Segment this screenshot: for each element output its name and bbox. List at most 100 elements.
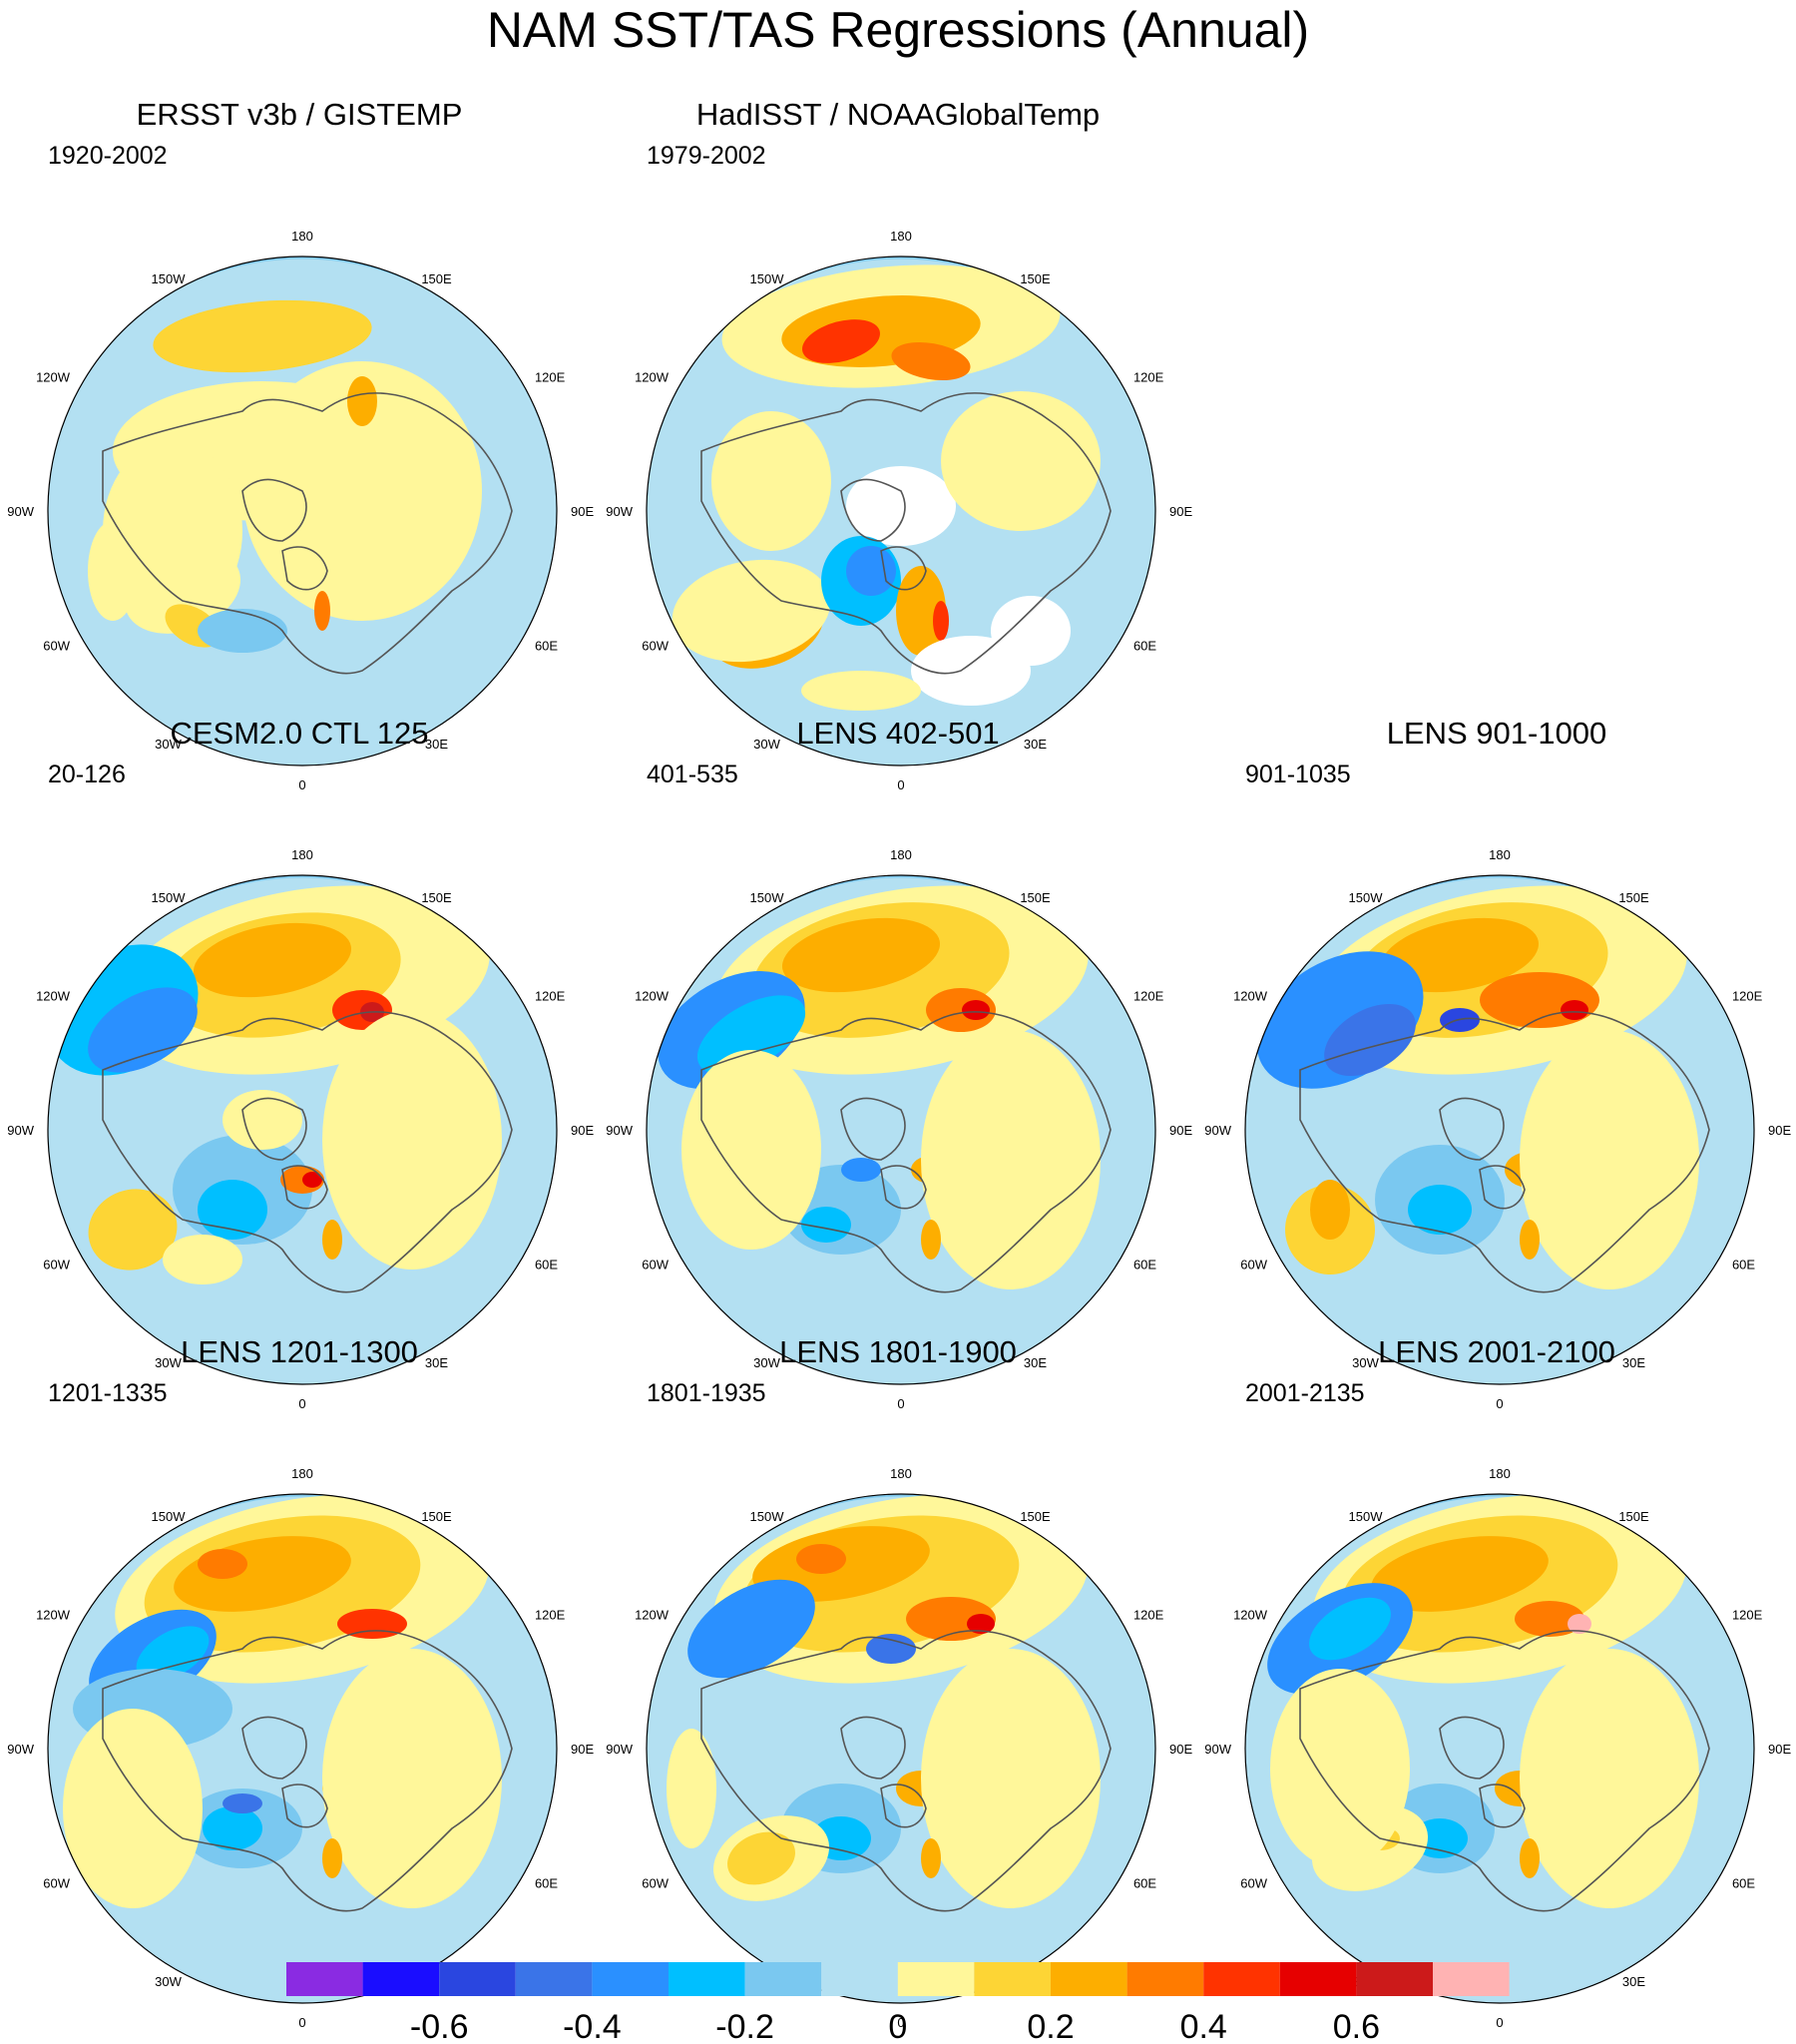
- longitude-label: 120W: [36, 989, 71, 1004]
- panel-period: 401-535: [647, 761, 738, 788]
- longitude-label: 180: [291, 229, 313, 244]
- longitude-label: 60W: [642, 1258, 669, 1273]
- panel-period: 2001-2135: [1245, 1379, 1365, 1407]
- panel-period: 1979-2002: [647, 142, 766, 170]
- longitude-label: 90W: [7, 504, 34, 519]
- panel-title: LENS 2001-2100: [1378, 1334, 1615, 1369]
- map-contour-region: [802, 319, 880, 363]
- map-contour-region: [801, 671, 921, 711]
- longitude-label: 0: [298, 2015, 305, 2030]
- coastline: [241, 1097, 307, 1161]
- longitude-label: 120W: [36, 370, 71, 385]
- longitude-label: 180: [291, 847, 313, 862]
- map-contour-region: [896, 566, 946, 656]
- map-contour-region: [314, 591, 330, 631]
- longitude-label: 90E: [571, 504, 594, 519]
- coastline: [1439, 1097, 1505, 1161]
- map-contour-region: [1270, 1669, 1410, 1868]
- panel-period: 1801-1935: [647, 1379, 766, 1407]
- longitude-label: 60E: [1133, 1258, 1156, 1273]
- longitude-label: 60E: [535, 639, 558, 654]
- longitude-label: 150E: [1020, 271, 1051, 286]
- map-contour-region: [347, 376, 377, 426]
- panel-period: 1201-1335: [48, 1379, 168, 1407]
- coastline: [281, 1165, 328, 1210]
- longitude-label: 90E: [1169, 504, 1192, 519]
- longitude-label: 90E: [1768, 1123, 1791, 1138]
- longitude-label: 30E: [1024, 1974, 1047, 1989]
- longitude-label: 30W: [1352, 1974, 1379, 1989]
- longitude-label: 90W: [1204, 1742, 1231, 1757]
- longitude-label: 180: [890, 847, 912, 862]
- map-border: [646, 1493, 1156, 2004]
- longitude-label: 150E: [1020, 890, 1051, 905]
- coastline: [700, 1630, 1112, 1912]
- coastline: [1299, 1630, 1710, 1912]
- coastline: [1479, 1165, 1526, 1210]
- longitude-label: 180: [890, 229, 912, 244]
- coastline: [281, 1784, 328, 1828]
- main-title: NAM SST/TAS Regressions (Annual): [486, 2, 1310, 58]
- longitude-label: 30E: [1622, 1355, 1645, 1370]
- map-contour-region: [223, 1793, 262, 1813]
- map-contour-region: [193, 922, 352, 998]
- coastline: [880, 1784, 927, 1828]
- longitude-label: 90E: [1768, 1742, 1791, 1757]
- map-contour-region: [891, 341, 971, 381]
- coastline: [241, 1716, 307, 1780]
- longitude-label: 60W: [43, 639, 70, 654]
- longitude-label: 60E: [535, 1258, 558, 1273]
- longitude-label: 90W: [7, 1742, 34, 1757]
- map-contour-region: [672, 559, 831, 663]
- map-contour-region: [88, 987, 198, 1073]
- longitude-label: 60W: [43, 1876, 70, 1891]
- panel-title: LENS 901-1000: [1386, 716, 1607, 751]
- polar-map: 180 150E 120E 90E 60E 30E 0 30W 60W 90W 120W 150W: [606, 229, 1192, 792]
- longitude-label: 150E: [421, 1509, 452, 1524]
- longitude-label: 180: [291, 1466, 313, 1481]
- coastline: [1299, 1011, 1710, 1293]
- coastline: [1479, 1784, 1526, 1828]
- panel-period: 901-1035: [1245, 761, 1351, 788]
- longitude-label: 90W: [606, 1742, 633, 1757]
- coastline: [880, 1165, 927, 1210]
- longitude-label: 120E: [1133, 1608, 1164, 1623]
- longitude-label: 30E: [425, 1355, 448, 1370]
- longitude-label: 0: [298, 1396, 305, 1411]
- map-contour-region: [63, 1709, 203, 1908]
- map-contour-region: [163, 1235, 242, 1284]
- longitude-label: 120E: [535, 1608, 566, 1623]
- map-contour-region: [1520, 1030, 1699, 1289]
- map-contour-region: [846, 546, 896, 596]
- longitude-label: 0: [1496, 2015, 1503, 2030]
- longitude-label: 150E: [421, 890, 452, 905]
- map-contour-region: [1324, 1003, 1416, 1077]
- longitude-label: 180: [1489, 1466, 1511, 1481]
- longitude-label: 150E: [1020, 1509, 1051, 1524]
- longitude-label: 60E: [1732, 1258, 1755, 1273]
- map-border: [47, 874, 558, 1385]
- longitude-label: 30E: [1024, 737, 1047, 752]
- coastline: [102, 392, 513, 675]
- longitude-label: 150W: [750, 890, 785, 905]
- coastline: [880, 546, 927, 591]
- map-panel: LENS 402-501 401-535 180 150E 120E 90E 60E 30E 0…: [599, 714, 1197, 1411]
- map-contour-region: [681, 1050, 821, 1250]
- map-contour-region: [1310, 1180, 1350, 1240]
- map-panel: LENS 1801-1900 1801-1935 180 150E 120E 90E 60E…: [599, 1332, 1197, 2030]
- map-panel: LENS 1201-1300 1201-1335 180 150E 120E 90E 60E…: [0, 1332, 599, 2030]
- panel-period: 1920-2002: [48, 142, 168, 170]
- map-contour-region: [1408, 1185, 1472, 1235]
- longitude-label: 90W: [7, 1123, 34, 1138]
- map-panel: CESM2.0 CTL 125 20-126 180 150E 120E 90E 60E 30…: [0, 714, 599, 1411]
- map-contour-region: [337, 1609, 407, 1639]
- longitude-label: 30E: [1024, 1355, 1047, 1370]
- map-contour-region: [223, 1090, 302, 1150]
- map-contour-region: [242, 361, 482, 621]
- polar-map: 180 150E 120E 90E 60E 30E 0 30W 60W 90W 120W 150W: [7, 229, 594, 792]
- map-border: [47, 256, 558, 766]
- coastline: [281, 546, 328, 591]
- map-contour-region: [88, 1189, 178, 1271]
- map-border: [47, 1493, 558, 2004]
- longitude-label: 180: [890, 1466, 912, 1481]
